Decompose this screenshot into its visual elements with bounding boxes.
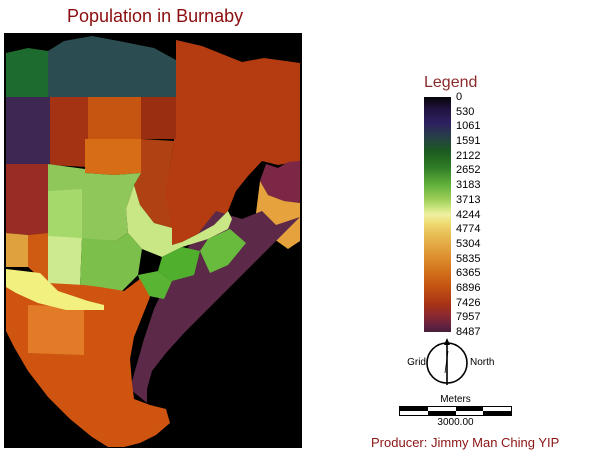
map-region-c-tract-orange [88, 97, 141, 139]
map-region-w-tract-yellow [6, 269, 104, 310]
map-region-pale-left [48, 236, 82, 287]
scale-bar-distance-label: 3000.00 [437, 417, 474, 428]
legend-tick-label: 0 [456, 91, 463, 103]
scale-bar-unit-label: Meters [440, 394, 471, 405]
legend-tick-label: 5304 [456, 237, 481, 250]
compass-north-label: North [470, 357, 495, 368]
legend-tick-label: 6896 [456, 281, 481, 294]
map-region-sw-tract-orangelight [28, 305, 84, 355]
legend-tick-label: 3183 [456, 179, 481, 192]
map-region-ne-tract [164, 40, 300, 245]
scale-bar-segment [400, 411, 428, 415]
map-region-w-tract-sandy [6, 233, 28, 267]
map-region-pale-band [126, 185, 232, 257]
legend-tick-label: 4244 [456, 208, 481, 221]
map-region-green-inner [48, 189, 82, 238]
scale-bar-segment [455, 407, 484, 411]
legend-tick-label: 2122 [456, 149, 481, 162]
choropleth-map [4, 33, 302, 448]
scale-bar-segment [455, 411, 484, 415]
map-region-n-tract-teal [48, 36, 176, 97]
legend-tick-label: 530 [456, 105, 475, 118]
legend-tick-label: 5835 [456, 252, 481, 265]
map-region-c-tract-darkred [141, 97, 176, 139]
legend-tick-label: 8487 [456, 326, 481, 338]
legend-tick-label: 2652 [456, 164, 481, 177]
north-arrow: Grid North [396, 336, 516, 394]
map-region-green-se [200, 229, 246, 273]
compass-grid-label: Grid [407, 357, 426, 368]
legend-tick-label: 1061 [456, 120, 481, 133]
map-region-c-tract-brightorange [85, 139, 141, 175]
legend-tick-label: 3713 [456, 193, 481, 206]
scale-bar-graphic [399, 406, 512, 416]
producer-credit: Producer: Jimmy Man Ching YIP [371, 435, 560, 450]
scale-bar: Meters 3000.00 [399, 394, 512, 428]
map-region-w-tract-purple [6, 97, 50, 164]
page-title: Population in Burnaby [67, 6, 244, 26]
map-canvas [4, 33, 302, 448]
map-region-green-bright [158, 247, 200, 281]
map-region-nw-tract-green [6, 48, 48, 97]
legend-tick-label: 6365 [456, 267, 481, 280]
legend-tick-label: 4774 [456, 223, 481, 236]
legend-tick-label: 7957 [456, 311, 481, 324]
map-region-se-tract-purple [130, 211, 300, 403]
scale-bar-segment [427, 407, 456, 411]
map-region-c-tract-red1 [50, 97, 88, 167]
scale-bar-segment [483, 411, 511, 415]
map-region-w-tract-brick [6, 164, 48, 235]
map-region-green-low [80, 233, 142, 291]
legend-tick-labels: 0 530 1061 1591 2122 2652 3183 3713 4244 4774 5304… [456, 91, 516, 338]
legend-title: Legend [424, 74, 478, 91]
map-region-w-tract-orange2 [28, 233, 48, 285]
legend-tick-label: 7426 [456, 296, 481, 309]
legend-tick-label: 1591 [456, 135, 481, 148]
scale-bar-segment [427, 411, 456, 415]
scale-bar-segment [400, 407, 428, 411]
legend-color-ramp [424, 97, 451, 332]
map-region-e-tract-maroon [260, 161, 300, 203]
north-arrow-icon [426, 338, 468, 385]
map-region-c-tract-red2 [134, 139, 174, 228]
scale-bar-segment [483, 407, 511, 411]
